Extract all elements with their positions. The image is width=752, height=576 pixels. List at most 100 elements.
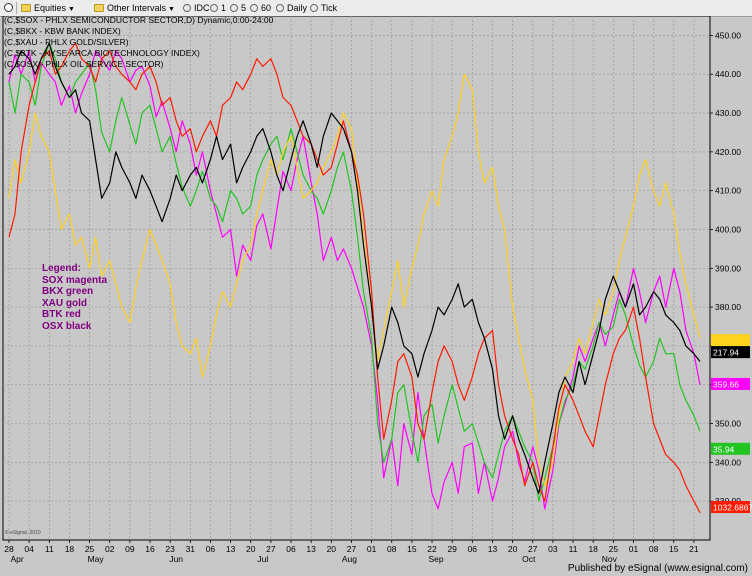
x-tick-label: 20 [508,544,518,554]
price-chart[interactable]: (C,$SOX - PHLX SEMICONDUCTOR SECTOR,D) D… [0,16,752,576]
x-tick-label: 31 [186,544,196,554]
legend-item-sox: SOX magenta [42,274,108,286]
chevron-down-icon: ▼ [68,6,75,13]
x-month-label: Nov [602,554,618,564]
x-tick-label: 20 [327,544,337,554]
x-tick-label: 13 [306,544,316,554]
y-tick-label: 450.00 [715,30,741,40]
series-line-sox [8,50,701,510]
x-tick-label: 15 [407,544,417,554]
x-month-label: Jun [169,554,183,564]
y-tick-label: 340.00 [715,457,741,467]
equities-dropdown[interactable]: Equities ▼ [21,2,75,14]
x-tick-label: 28 [4,544,14,554]
series-lines [8,42,701,514]
equities-label: Equities [34,3,67,13]
x-tick-label: 09 [125,544,135,554]
y-tick-label: 380.00 [715,302,741,312]
legend-title: Legend: [42,263,81,274]
folder-icon [94,4,104,12]
price-tag-label-bkx: 35.94 [713,444,735,454]
series-line-btk [8,42,701,514]
legend-item-xau: XAU gold [42,297,87,309]
plot-area [2,16,711,541]
clock-icon [210,4,218,12]
footer-credit: Published by eSignal (www.esignal.com) [567,563,748,574]
y-tick-label: 390.00 [715,263,741,273]
x-month-label: Aug [342,554,357,564]
price-labels: 217.94 359.66 35.94 1032.6867 [711,334,752,514]
x-tick-label: 01 [367,544,377,554]
chart-title-osx: (C,$OSX - PHLX OIL SERVICE SECTOR) [4,59,164,69]
clock-icon [276,4,284,12]
tick-button[interactable]: Tick [310,2,337,14]
chart-titles: (C,$SOX - PHLX SEMICONDUCTOR SECTOR,D) D… [4,16,274,69]
legend-item-bkx: BKX green [42,286,94,298]
interval-1-label: 1 [221,3,227,13]
series-line-xau [8,73,701,487]
x-tick-label: 15 [669,544,679,554]
legend: Legend: SOX magenta BKX green XAU gold B… [42,263,107,333]
daily-button[interactable]: Daily [276,2,307,14]
idc-label: IDC [194,3,210,13]
price-tag-xau [711,334,750,347]
x-tick-label: 27 [347,544,357,554]
series-line-osx [8,42,701,494]
x-tick-label: 02 [105,544,115,554]
x-tick-label: 11 [45,544,54,554]
tick-label: Tick [321,3,338,13]
series-line-bkx [8,42,701,502]
search-button[interactable] [4,2,16,14]
intervals-label: Other Intervals [107,3,167,13]
price-tag-btk [711,501,750,514]
idc-button[interactable]: IDC [183,2,210,14]
chart-title-bkx: (C,$BKX - KBW BANK INDEX) [4,26,121,36]
x-month-label: May [88,554,105,564]
x-tick-label: 13 [226,544,236,554]
x-tick-label: 06 [468,544,478,554]
x-tick-label: 18 [65,544,75,554]
x-tick-label: 06 [206,544,216,554]
x-tick-label: 03 [548,544,558,554]
x-tick-label: 04 [24,544,34,554]
price-tag-sox [711,377,750,390]
x-month-label: Jul [257,554,268,564]
x-tick-label: 18 [588,544,598,554]
x-tick-label: 06 [286,544,296,554]
y-tick-label: 430.00 [715,108,741,118]
interval-60-button[interactable]: 60 [250,2,271,14]
toolbar: Equities ▼ Other Intervals ▼ IDC 1 5 60 Da… [0,0,752,17]
x-tick-label: 27 [528,544,538,554]
x-tick-label: 13 [488,544,498,554]
interval-5-button[interactable]: 5 [230,2,246,14]
x-tick-label: 25 [609,544,619,554]
x-axis: 28 04 11 18 25 02 09 16 23 31 06 13 20 27 06 13 20 27 01 08… [4,540,699,564]
x-month-label: Oct [522,554,536,564]
legend-item-osx: OSX black [42,320,92,332]
y-tick-label: 420.00 [715,147,741,157]
daily-label: Daily [287,3,308,13]
clock-icon [310,4,318,12]
x-tick-label: 08 [649,544,659,554]
y-axis: 330.00340.00350.00360.00370.00380.00390.… [710,30,741,506]
price-tag-bkx [711,442,750,455]
x-tick-label: 22 [427,544,437,554]
price-tag-label-osx: 217.94 [713,348,739,358]
x-tick-label: 29 [447,544,457,554]
chart-title-btk: (C,$BTK - NYSE ARCA BIOTECHNOLOGY INDEX) [4,48,200,58]
x-month-label: Sep [429,554,444,564]
y-tick-label: 400.00 [715,224,741,234]
interval-1-button[interactable]: 1 [210,2,226,14]
toolbar-divider [16,2,17,14]
copyright-text: © eSignal, 2010 [5,529,41,536]
x-month-label: Apr [10,554,23,564]
x-tick-label: 11 [569,544,578,554]
x-tick-label: 01 [629,544,639,554]
folder-icon [21,4,31,12]
intervals-dropdown[interactable]: Other Intervals ▼ [94,2,175,14]
x-tick-label: 20 [246,544,256,554]
clock-icon [250,4,258,12]
chevron-down-icon: ▼ [168,6,175,13]
x-tick-label: 27 [266,544,276,554]
x-tick-label: 21 [689,544,699,554]
